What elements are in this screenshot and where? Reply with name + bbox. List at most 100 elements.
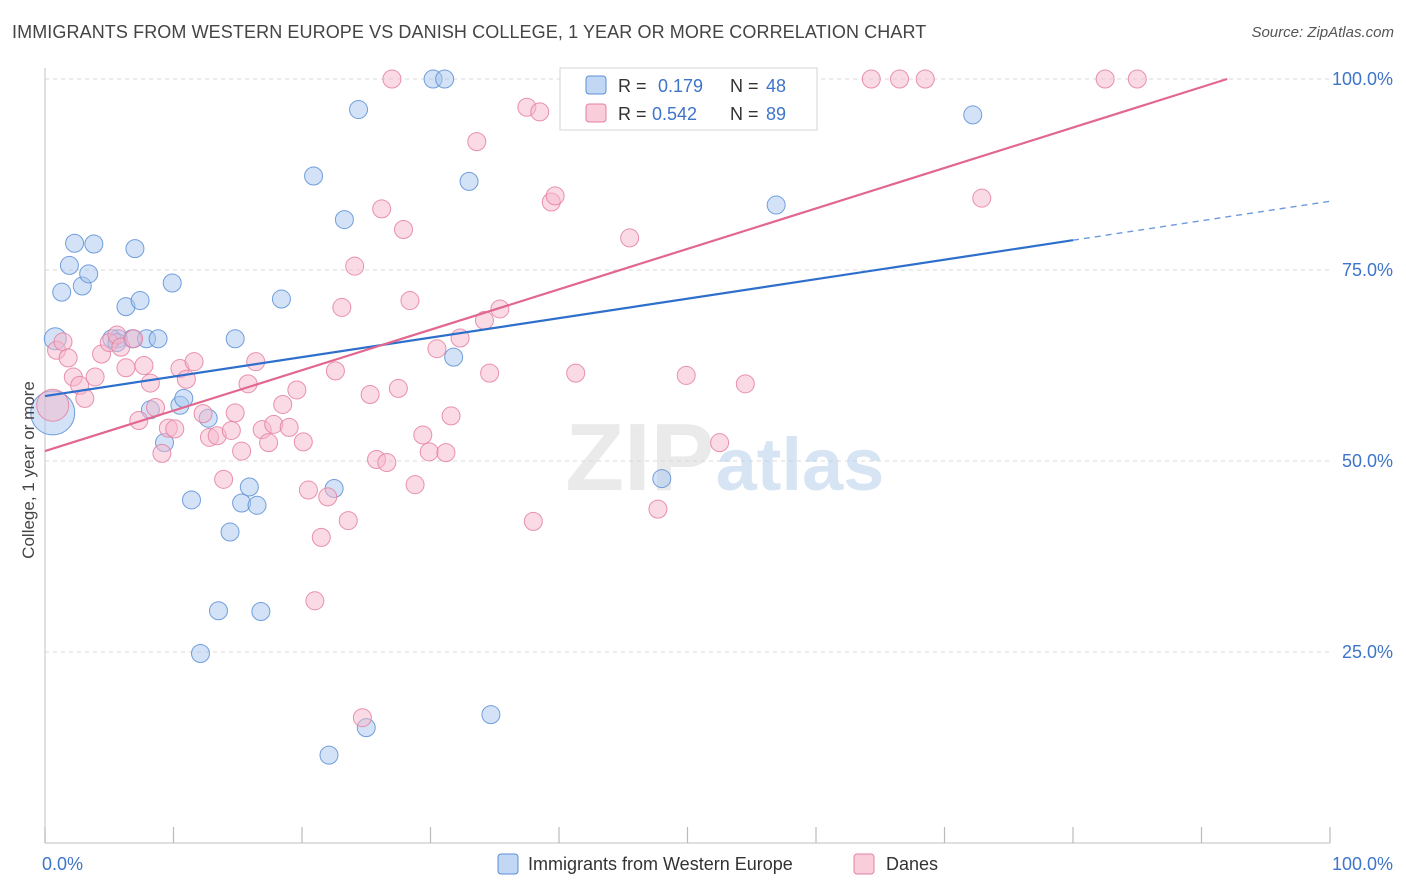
stats-swatch-blue [585, 75, 607, 95]
trend-line-western-europe [44, 239, 1074, 398]
y-tick-label: 50.0% [1342, 451, 1393, 471]
data-point-danes [225, 403, 245, 423]
data-point-western-europe [79, 264, 99, 284]
axes [44, 68, 1331, 844]
data-point-danes [915, 69, 935, 89]
data-point-danes [193, 404, 213, 424]
data-point-western-europe [304, 166, 324, 186]
stats-n-label: N = [730, 104, 759, 124]
data-point-danes [372, 199, 392, 219]
data-point-danes [377, 453, 397, 473]
data-point-danes [394, 220, 414, 240]
data-point-danes [298, 480, 318, 500]
data-point-danes [405, 475, 425, 495]
data-point-danes [214, 469, 234, 489]
data-point-western-europe [52, 282, 72, 302]
data-point-danes [480, 363, 500, 383]
data-point-danes [352, 708, 372, 728]
data-point-danes [134, 356, 154, 375]
data-point-danes [152, 443, 172, 463]
data-point-danes [419, 442, 439, 462]
data-point-danes [293, 432, 313, 452]
data-point-danes [972, 188, 992, 208]
data-point-danes [1127, 69, 1147, 89]
data-point-western-europe [766, 195, 786, 215]
data-point-danes [545, 186, 565, 206]
stats-r-label: R = [618, 76, 647, 96]
data-point-western-europe [225, 329, 245, 349]
data-point-danes [890, 69, 910, 89]
legend-swatch-danes [853, 853, 875, 875]
data-point-danes [338, 511, 358, 531]
grid-lines [45, 78, 1330, 653]
data-point-danes [184, 352, 204, 372]
data-point-danes [413, 425, 433, 445]
data-point-western-europe [148, 329, 168, 349]
data-point-danes [523, 511, 543, 531]
series-western-europe-points [30, 69, 983, 765]
stats-legend: R = 0.179 N = 48 R = 0.542 N = 89 [559, 67, 818, 131]
data-point-danes [648, 499, 668, 519]
data-point-danes [467, 132, 487, 152]
x-tick-label: 100.0% [1332, 854, 1393, 874]
trend-line-western-europe-extension [1072, 200, 1331, 241]
data-point-western-europe [181, 490, 201, 510]
data-point-western-europe [84, 234, 104, 254]
data-point-western-europe [652, 469, 672, 489]
data-point-danes [861, 69, 881, 89]
chart-title: IMMIGRANTS FROM WESTERN EUROPE VS DANISH… [12, 22, 927, 42]
data-point-western-europe [271, 289, 291, 309]
data-point-danes [318, 487, 338, 507]
data-point-western-europe [334, 210, 354, 230]
legend-label-danes: Danes [886, 854, 938, 874]
watermark: ZIP atlas [565, 404, 884, 511]
data-point-danes [566, 363, 586, 383]
data-point-danes [305, 591, 325, 611]
data-point-danes [140, 373, 160, 393]
data-point-danes [85, 367, 105, 387]
x-tick-label: 0.0% [42, 854, 83, 874]
data-point-danes [259, 433, 279, 453]
data-point-danes [279, 417, 299, 437]
legend-label-western-europe: Immigrants from Western Europe [528, 854, 793, 874]
stats-r-value: 0.179 [658, 76, 703, 96]
x-tick-labels: 0.0% 100.0% [42, 854, 1393, 874]
data-point-danes [382, 69, 402, 89]
data-point-danes [400, 291, 420, 311]
series-legend: Immigrants from Western Europe Danes [497, 853, 938, 875]
stats-n-label: N = [730, 76, 759, 96]
data-point-western-europe [247, 495, 267, 515]
data-point-danes [441, 406, 461, 426]
data-point-danes [388, 378, 408, 398]
data-point-danes [427, 339, 447, 359]
data-point-western-europe [190, 644, 210, 664]
data-point-western-europe [65, 233, 85, 253]
data-point-western-europe [444, 347, 464, 367]
data-point-danes [221, 420, 241, 440]
data-point-western-europe [130, 291, 150, 311]
data-point-danes [232, 441, 252, 461]
data-point-danes [124, 329, 144, 349]
stats-swatch-pink [585, 103, 607, 123]
chart-source: Source: ZipAtlas.com [1251, 24, 1394, 41]
data-point-danes [1095, 69, 1115, 89]
data-point-danes [345, 256, 365, 276]
data-point-western-europe [239, 477, 259, 497]
data-point-danes [530, 102, 550, 122]
data-point-western-europe [435, 69, 455, 89]
y-tick-label: 25.0% [1342, 642, 1393, 662]
y-tick-label: 100.0% [1332, 69, 1393, 89]
data-point-western-europe [59, 255, 79, 275]
stats-n-value: 48 [766, 76, 786, 96]
stats-r-label: R = [618, 104, 647, 124]
stats-r-value: 0.542 [652, 104, 697, 124]
data-point-danes [360, 385, 380, 405]
data-point-western-europe [220, 522, 240, 542]
data-point-danes [620, 228, 640, 248]
data-point-danes [325, 361, 345, 381]
data-point-danes [53, 332, 73, 352]
data-point-western-europe [459, 171, 479, 191]
y-axis-label: College, 1 year or more [19, 381, 38, 559]
